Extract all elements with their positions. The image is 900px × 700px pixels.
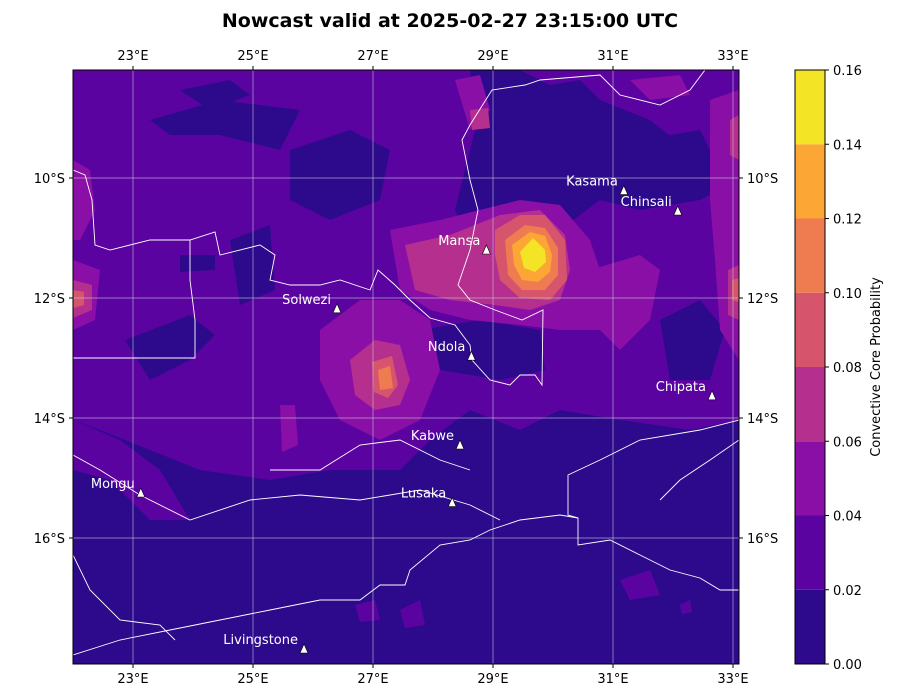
colorbar-band — [795, 218, 825, 293]
lon-tick-label-top: 23°E — [117, 49, 148, 64]
gridlines — [73, 70, 739, 664]
lon-tick-label-top: 25°E — [237, 49, 268, 64]
city-label: Ndola — [428, 340, 466, 355]
colorbar-tick-label: 0.02 — [833, 584, 862, 599]
lat-tick-label-left: 10°S — [34, 172, 65, 187]
lon-tick-label-bottom: 31°E — [597, 672, 628, 687]
prob-low-pockets — [125, 80, 725, 380]
lon-tick-label-top: 27°E — [357, 49, 388, 64]
colorbar-tick-label: 0.12 — [833, 213, 862, 228]
colorbar-tick-label: 0.10 — [833, 287, 862, 302]
city-marker — [619, 184, 629, 195]
axis-ticks: 23°E 23°E 25°E 25°E 27°E 27°E 29°E 29°E 31°E 31°E… — [34, 49, 779, 687]
lon-tick-label-bottom: 33°E — [717, 672, 748, 687]
city-marker — [481, 244, 491, 255]
colorbar-tick-label: 0.06 — [833, 435, 862, 450]
lon-tick-label-top: 33°E — [717, 49, 748, 64]
colorbar-band — [795, 441, 825, 516]
city-label: Mongu — [91, 477, 135, 492]
city-label: Livingstone — [223, 633, 298, 648]
colorbar-label: Convective Core Probability — [869, 277, 884, 457]
lat-tick-label-right: 16°S — [747, 532, 778, 547]
colorbar-tick-label: 0.08 — [833, 361, 862, 376]
lat-tick-label-left: 14°S — [34, 412, 65, 427]
country-borders — [73, 70, 739, 656]
lat-tick-label-left: 16°S — [34, 532, 65, 547]
colorbar-band — [795, 144, 825, 219]
lat-tick-label-left: 12°S — [34, 292, 65, 307]
prob-level-0.14 — [520, 238, 546, 272]
colorbar-band — [795, 70, 825, 145]
colorbar-tick-label: 0.04 — [833, 510, 862, 525]
colorbar-tick-label: 0.00 — [833, 658, 862, 673]
city-marker — [466, 350, 476, 361]
colorbar-tick-label: 0.16 — [833, 64, 862, 79]
city-label: Chipata — [656, 380, 706, 395]
colorbar-tick-label: 0.14 — [833, 138, 862, 153]
colorbar: 0.00 0.02 0.04 0.06 0.08 0.10 0.12 0.14 0.16 Conv… — [794, 64, 884, 673]
city-marker — [707, 390, 717, 401]
city-marker — [332, 303, 342, 314]
city-marker — [136, 487, 146, 498]
colorbar-band — [795, 515, 825, 590]
city-marker — [447, 496, 457, 507]
city-marker — [455, 439, 465, 450]
city-label: Kabwe — [411, 429, 454, 444]
colorbar-band — [795, 292, 825, 367]
city-label: Mansa — [438, 234, 480, 249]
lon-tick-label-bottom: 23°E — [117, 672, 148, 687]
lat-tick-label-right: 10°S — [747, 172, 778, 187]
lon-tick-label-bottom: 27°E — [357, 672, 388, 687]
colorbar-band — [795, 589, 825, 664]
lon-tick-label-top: 29°E — [477, 49, 508, 64]
city-label: Solwezi — [282, 293, 331, 308]
colorbar-band — [795, 367, 825, 442]
lon-tick-label-top: 31°E — [597, 49, 628, 64]
lat-tick-label-right: 14°S — [747, 412, 778, 427]
map-frame — [72, 69, 740, 665]
lon-tick-label-bottom: 25°E — [237, 672, 268, 687]
lon-tick-label-bottom: 29°E — [477, 672, 508, 687]
map-title: Nowcast valid at 2025-02-27 23:15:00 UTC — [221, 10, 679, 32]
lat-tick-label-right: 12°S — [747, 292, 778, 307]
city-label: Lusaka — [401, 487, 446, 502]
city-marker — [299, 643, 309, 654]
city-marker — [673, 205, 683, 216]
city-label: Kasama — [566, 175, 618, 190]
city-label: Chinsali — [621, 195, 672, 210]
